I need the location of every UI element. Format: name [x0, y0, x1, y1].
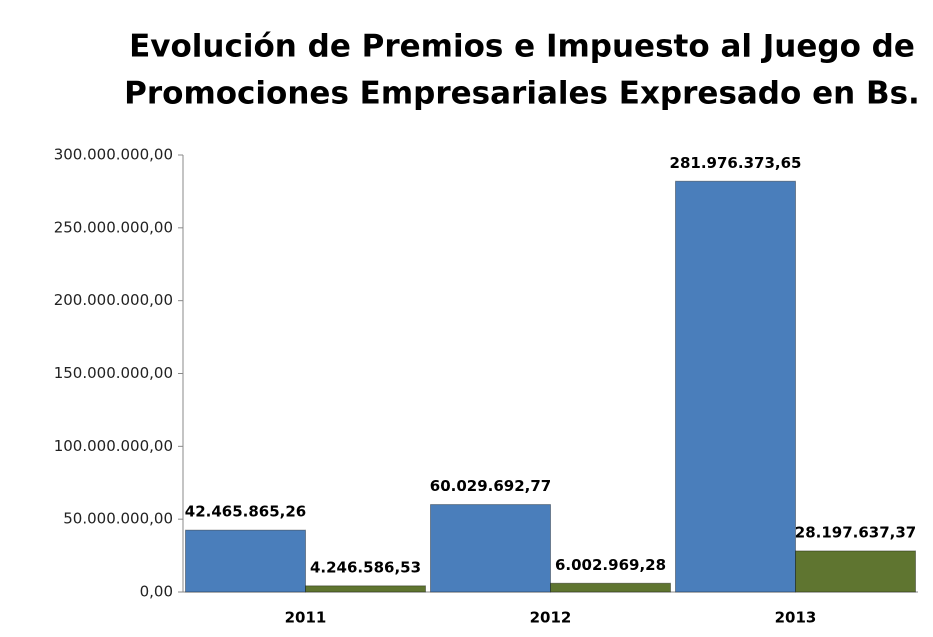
- y-tick-label: 0,00: [140, 583, 173, 601]
- bar: [305, 585, 426, 593]
- y-tick-label: 200.000.000,00: [54, 291, 173, 309]
- x-tick-label: 2012: [530, 609, 572, 627]
- value-label: 6.002.969,28: [555, 556, 666, 574]
- bar: [430, 504, 551, 593]
- bar: [550, 582, 671, 593]
- y-tick-label: 300.000.000,00: [54, 146, 173, 164]
- y-tick-label: 100.000.000,00: [54, 437, 173, 455]
- x-tick-label: 2011: [285, 609, 327, 627]
- y-tick-label: 50.000.000,00: [63, 510, 173, 528]
- chart-title: Promociones Empresariales Expresado en B…: [124, 76, 920, 112]
- value-label: 28.197.637,37: [795, 523, 916, 541]
- bar: [795, 550, 916, 593]
- x-tick-label: 2013: [775, 609, 817, 627]
- value-label: 60.029.692,77: [430, 477, 551, 495]
- y-tick-label: 250.000.000,00: [54, 218, 173, 236]
- value-label: 281.976.373,65: [670, 154, 802, 172]
- chart-title: Evolución de Premios e Impuesto al Juego…: [129, 29, 915, 65]
- value-label: 4.246.586,53: [310, 558, 421, 576]
- value-label: 42.465.865,26: [185, 503, 306, 521]
- y-tick-label: 150.000.000,00: [54, 364, 173, 382]
- bar: [675, 180, 796, 593]
- bar: [185, 529, 306, 593]
